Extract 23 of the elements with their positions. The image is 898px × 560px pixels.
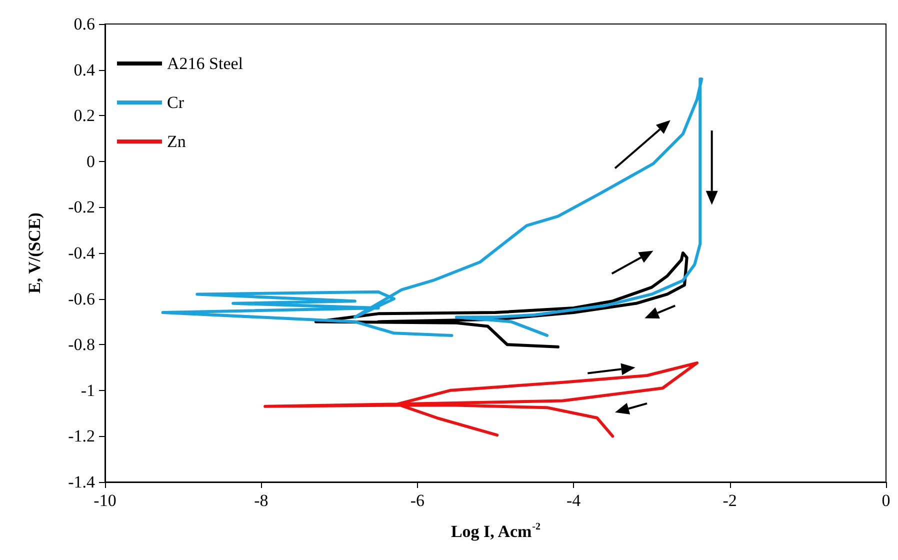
x-tick-label: -8 <box>254 491 268 510</box>
legend-label: Cr <box>167 93 184 112</box>
y-tick-label: -1.4 <box>68 472 96 492</box>
y-tick-label: -1.2 <box>68 426 95 446</box>
y-tick-label: 0.6 <box>74 14 95 34</box>
y-tick-label: 0.4 <box>74 60 96 80</box>
y-tick-label: 0.2 <box>74 106 95 126</box>
y-axis-title: E, V/(SCE) <box>25 212 44 294</box>
x-tick-label: -10 <box>94 491 116 510</box>
x-tick-label: -2 <box>722 491 737 510</box>
legend-label: Zn <box>167 132 186 151</box>
y-tick-label: -0.2 <box>68 198 95 217</box>
y-tick-label: -0.4 <box>68 244 96 262</box>
legend-label: A216 Steel <box>167 54 244 73</box>
y-tick-label: -0.6 <box>68 289 95 308</box>
line-series <box>264 361 698 438</box>
y-tick-label: -1 <box>80 380 95 400</box>
x-tick-label: -4 <box>566 491 582 510</box>
y-tick-label: -0.8 <box>68 335 95 354</box>
line-series <box>161 77 704 337</box>
x-tick-label: 0 <box>882 491 890 510</box>
x-tick-label: -6 <box>410 491 424 510</box>
y-tick-label: 0 <box>86 152 95 171</box>
